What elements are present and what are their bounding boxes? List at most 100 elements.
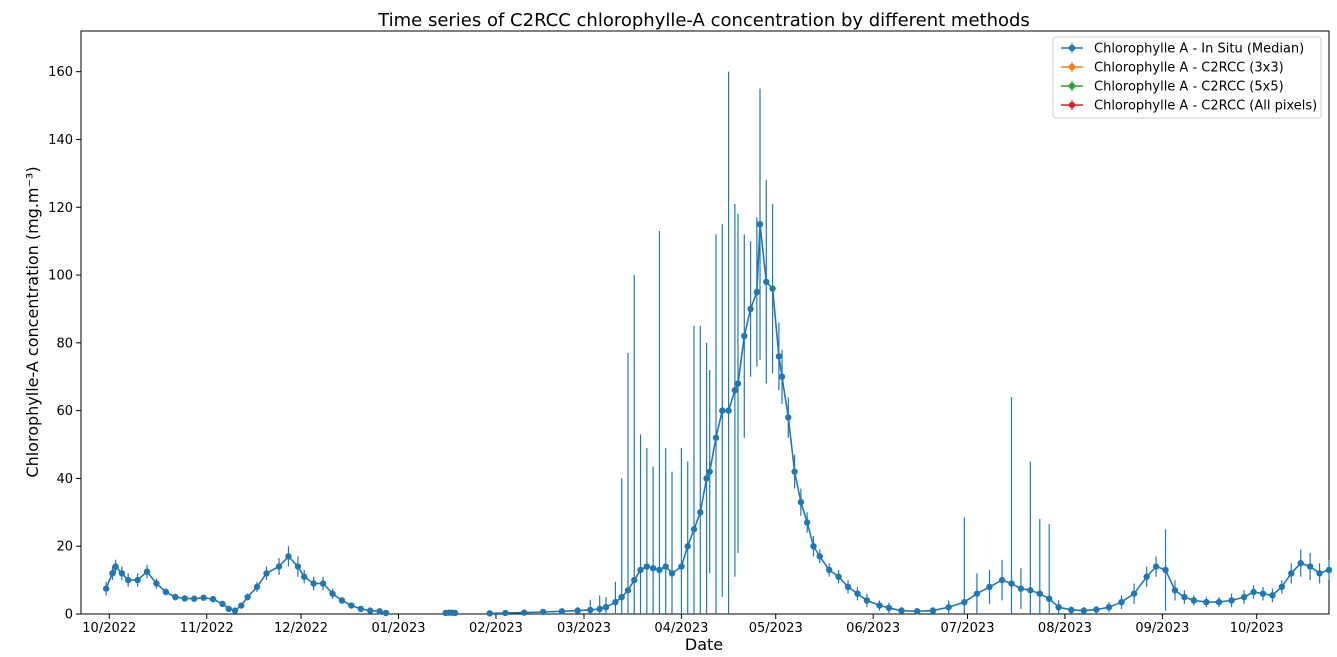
data-point (253, 583, 261, 591)
x-tick-label: 05/2023 (749, 621, 803, 636)
data-point (451, 609, 459, 617)
legend-label: Chlorophylle A - C2RCC (3x3) (1094, 61, 1284, 76)
data-point (338, 597, 346, 604)
data-point (376, 608, 383, 615)
x-tick-label: 11/2022 (180, 621, 234, 636)
x-tick-label: 07/2023 (940, 621, 994, 636)
data-point (753, 288, 761, 296)
data-point (961, 598, 968, 606)
x-tick-label: 03/2023 (557, 621, 611, 636)
data-point (102, 585, 110, 592)
series-segment (486, 71, 1333, 617)
data-point (763, 278, 770, 286)
legend-item: Chlorophylle A - In Situ (Median) (1061, 42, 1304, 57)
legend-marker (1068, 82, 1076, 90)
data-point (558, 608, 566, 615)
data-point (200, 594, 207, 601)
legend-label: Chlorophylle A - C2RCC (All pixels) (1094, 99, 1317, 114)
data-point (637, 566, 644, 574)
data-point (624, 587, 632, 594)
legend-marker (1068, 44, 1076, 52)
legend-label: Chlorophylle A - In Situ (Median) (1094, 42, 1304, 57)
data-point (219, 600, 226, 608)
data-point (973, 590, 981, 597)
data-point (1259, 590, 1267, 597)
data-point (854, 590, 861, 597)
x-tick-label: 12/2022 (274, 621, 328, 636)
data-point (153, 580, 160, 587)
data-point (596, 605, 603, 613)
legend: Chlorophylle A - In Situ (Median) Chlorop… (1052, 36, 1322, 119)
data-point (810, 543, 817, 550)
data-point (1288, 570, 1295, 577)
data-point (285, 553, 292, 560)
data-point (244, 593, 251, 601)
data-point (310, 580, 317, 587)
x-axis-title: Date (685, 635, 723, 654)
data-point (816, 553, 823, 560)
legend-marker (1068, 101, 1076, 109)
legend-item: Chlorophylle A - C2RCC (3x3) (1061, 61, 1284, 76)
data-point (1036, 590, 1043, 597)
data-point (587, 606, 594, 614)
data-point (785, 414, 792, 421)
data-point (703, 475, 710, 482)
data-point (1269, 592, 1276, 599)
data-point (684, 543, 691, 550)
data-point (876, 602, 883, 609)
data-point (825, 566, 833, 574)
data-point (791, 468, 798, 475)
y-axis: 0 20 40 60 80 100 120 140 160 (48, 65, 81, 623)
legend-box (1052, 36, 1322, 119)
data-point (1306, 563, 1314, 570)
data-point (998, 576, 1006, 584)
data-point (118, 570, 126, 577)
y-tick-label: 40 (56, 472, 73, 487)
data-point (1027, 587, 1034, 594)
data-point (109, 570, 116, 577)
data-point (348, 602, 355, 609)
data-point (1055, 604, 1062, 611)
x-tick-label: 10/2023 (1230, 621, 1284, 636)
data-point (1118, 598, 1125, 606)
data-point (747, 305, 754, 313)
x-axis: 10/2022 11/2022 12/2022 01/2023 02/2023 03/20… (82, 614, 1284, 636)
data-point (1228, 597, 1235, 604)
data-point (697, 509, 704, 516)
data-point (1162, 566, 1169, 574)
data-point (719, 407, 726, 414)
x-tick-label: 09/2023 (1135, 621, 1189, 636)
data-point (1105, 604, 1113, 611)
data-point (1171, 587, 1179, 594)
data-point (649, 565, 657, 572)
data-point (172, 593, 179, 601)
y-tick-label: 80 (56, 336, 73, 351)
data-point (885, 604, 893, 612)
data-point (1203, 598, 1210, 606)
data-point (521, 609, 528, 616)
data-point (668, 570, 676, 577)
data-point (112, 563, 119, 570)
data-point (1143, 573, 1150, 580)
x-tick-label: 04/2023 (654, 621, 708, 636)
data-point (162, 588, 170, 596)
data-point (1325, 566, 1333, 574)
x-tick-label: 06/2023 (846, 621, 900, 636)
data-point (1008, 580, 1015, 587)
data-point (1152, 563, 1160, 570)
data-point (124, 576, 132, 584)
data-point (898, 607, 905, 614)
legend-label: Chlorophylle A - C2RCC (5x5) (1094, 80, 1284, 95)
data-point (835, 573, 842, 580)
y-tick-label: 120 (48, 201, 73, 216)
data-point (631, 576, 638, 584)
x-tick-label: 10/2022 (82, 621, 136, 636)
data-point (1068, 606, 1075, 614)
x-tick-label: 08/2023 (1038, 621, 1092, 636)
data-point (1181, 593, 1188, 601)
y-tick-label: 60 (56, 404, 73, 419)
data-point (1130, 590, 1138, 597)
data-point (1250, 588, 1257, 596)
data-point (945, 604, 952, 611)
